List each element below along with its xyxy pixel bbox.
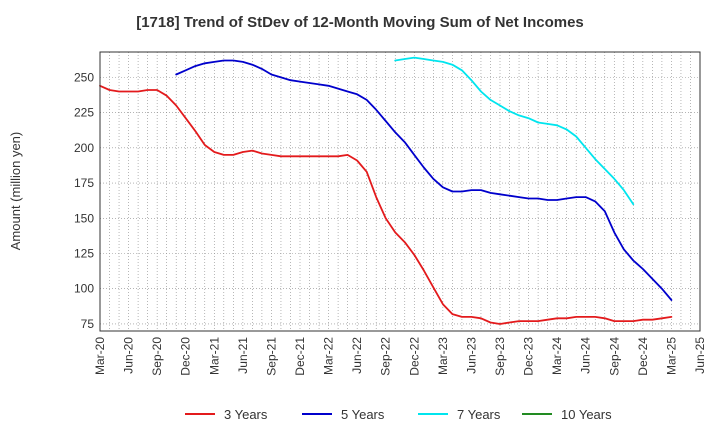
legend-label: 3 Years: [224, 407, 268, 422]
x-tick-label: Sep-24: [607, 337, 621, 376]
y-axis-title: Amount (million yen): [8, 132, 23, 251]
x-tick-label: Mar-21: [207, 337, 221, 375]
y-tick-label: 150: [74, 211, 94, 225]
legend-label: 5 Years: [341, 407, 385, 422]
legend-item-10-years: 10 Years: [522, 407, 612, 422]
x-tick-label: Dec-21: [293, 337, 307, 376]
y-tick-label: 125: [74, 247, 94, 261]
x-tick-label: Sep-23: [493, 337, 507, 376]
x-tick-label: Dec-24: [636, 337, 650, 376]
series-line-7-years: [394, 56, 635, 206]
y-tick-label: 75: [81, 317, 95, 331]
legend-item-3-years: 3 Years: [185, 407, 268, 422]
axis-layer: 75 100 125 150 175 200 225 250 Mar-20 Jun-20 Sep-2…: [74, 51, 707, 376]
legend-label: 10 Years: [561, 407, 612, 422]
legend: 3 Years 5 Years 7 Years 10 Years: [185, 407, 612, 422]
x-tick-label: Mar-25: [664, 337, 678, 375]
x-tick-label: Dec-23: [522, 337, 536, 376]
series-line-3-years: [99, 84, 673, 325]
x-tick-label: Sep-21: [264, 337, 278, 376]
x-tick-label: Jun-22: [350, 337, 364, 374]
x-tick-label: Dec-22: [407, 337, 421, 376]
chart-title: [1718] Trend of StDev of 12-Month Moving…: [136, 14, 584, 31]
x-tick-label: Jun-23: [464, 337, 478, 374]
x-tick-label: Mar-20: [93, 337, 107, 375]
x-tick-label: Jun-24: [579, 337, 593, 374]
x-tick-label: Dec-20: [179, 337, 193, 376]
x-tick-label: Mar-24: [550, 337, 564, 375]
y-tick-label: 250: [74, 70, 94, 84]
x-tick-label: Jun-21: [236, 337, 250, 374]
y-tick-label: 200: [74, 141, 94, 155]
x-tick-label: Sep-20: [150, 337, 164, 376]
grid-layer: [99, 52, 701, 331]
plot-frame: [99, 51, 701, 332]
x-tick-label: Mar-22: [322, 337, 336, 375]
legend-label: 7 Years: [457, 407, 501, 422]
x-tick-label: Mar-23: [436, 337, 450, 375]
legend-item-7-years: 7 Years: [418, 407, 501, 422]
x-tick-label: Jun-25: [693, 337, 707, 374]
series-layer: [99, 56, 673, 325]
x-tick-label: Jun-20: [122, 337, 136, 374]
legend-item-5-years: 5 Years: [302, 407, 385, 422]
y-tick-label: 100: [74, 282, 94, 296]
series-line-5-years: [175, 59, 673, 301]
y-tick-label: 225: [74, 106, 94, 120]
x-tick-label: Sep-22: [379, 337, 393, 376]
y-tick-label: 175: [74, 176, 94, 190]
